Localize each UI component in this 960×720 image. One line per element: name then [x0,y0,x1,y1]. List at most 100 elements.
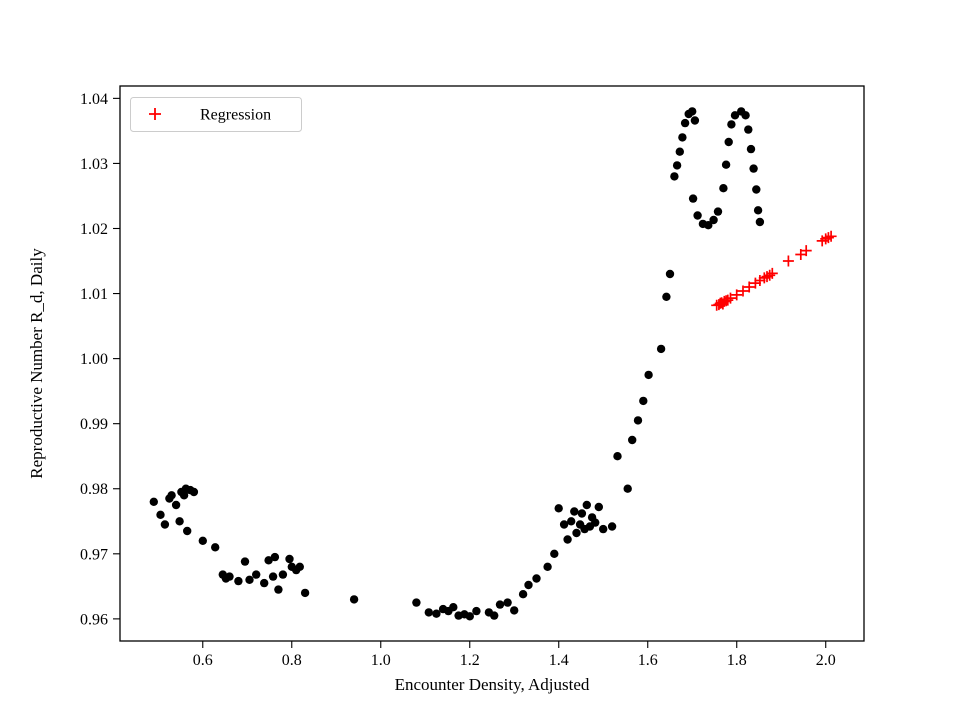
scatter-point [550,549,559,558]
scatter-point [183,526,192,536]
regression-point [764,269,776,281]
scatter-point [753,206,763,215]
scatter-point [724,137,733,147]
x-tick-label: 1.4 [549,652,569,669]
scatter-point [225,572,234,581]
y-tick-label: 1.04 [80,91,108,108]
scatter-point [639,396,648,406]
scatter-point [211,543,220,552]
scatter-point [613,452,622,461]
regression-point [743,281,755,293]
x-tick-label: 1.8 [727,652,747,669]
scatter-point [633,416,643,425]
scatter-point [189,487,199,497]
legend: Regression [130,97,302,132]
scatter-point [730,111,740,120]
legend-label: Regression [200,107,271,124]
scatter-point [245,575,254,584]
scatter-point [278,570,288,579]
regression-point [822,232,834,244]
scatter-point [656,344,666,354]
scatter-point [465,612,474,621]
scatter-point [570,507,579,516]
scatter-point [490,611,499,620]
scatter-point [741,111,750,120]
scatter-point [665,269,675,279]
scatter-point [349,595,359,604]
scatter-point [582,500,591,510]
regression-point [725,292,736,304]
y-tick-label: 1.02 [80,221,108,238]
regression-point [820,233,832,245]
regression-point [766,267,778,279]
scatter-point [175,517,184,526]
scatter-point [577,509,587,518]
scatter-point [623,484,632,493]
scatter-point [709,215,718,225]
scatter-point [563,535,572,544]
scatter-point [727,120,736,129]
scatter-point [270,552,280,562]
scatter-point [524,580,533,590]
regression-point [722,294,734,306]
y-tick-label: 0.99 [80,416,108,433]
legend-plus-icon [149,108,161,120]
x-tick-label: 1.6 [638,652,658,669]
scatter-point [662,292,671,301]
scatter-point [572,528,581,538]
scatter-point [755,217,765,227]
scatter-point [567,517,576,526]
y-tick-label: 0.97 [80,546,108,563]
x-tick-label: 1.2 [460,652,480,669]
scatter-point [713,207,723,216]
scatter-point [532,574,541,583]
scatter-point [749,164,758,173]
scatter-point [472,606,481,616]
y-tick-label: 0.98 [80,481,108,498]
y-tick-label: 1.01 [80,286,108,303]
legend-box [130,97,302,132]
scatter-point [672,161,682,170]
regression-point [825,230,837,242]
scatter-point [274,585,283,594]
y-axis-label: Reproductive Number R_d, Daily [27,248,46,479]
scatter-point [449,603,458,612]
scatter-point [688,194,698,203]
scatter-point [554,504,563,513]
axes-layer: 0.6 0.8 1.0 1.2 1.4 1.6 1.8 2.0 0.96 0.97 0.98 0.99… [80,85,865,669]
x-tick-label: 1.0 [371,652,391,669]
regression-point [782,255,794,267]
scatter-point [607,522,617,531]
scatter-point [704,221,713,230]
regression-point [758,272,770,284]
scatter-point [693,211,702,220]
scatter-point [179,491,189,500]
scatter-point [721,160,731,169]
scatter-point [495,600,505,609]
points-layer [149,107,837,621]
scatter-point [295,562,304,571]
scatter-point [167,491,176,500]
axes-frame [119,85,865,642]
scatter-point [285,554,294,564]
scatter-point [510,606,519,615]
scatter-point [234,576,243,586]
scatter-point [543,562,552,571]
scatter-point [559,520,569,529]
x-tick-label: 2.0 [816,652,836,669]
scatter-point [719,184,728,193]
scatter-point [628,435,637,445]
scatter-point [268,572,278,581]
scatter-point [690,116,700,125]
scatter-point [171,500,181,510]
scatter-point [752,185,761,194]
scatter-point [688,107,697,116]
scatter-point [424,608,433,617]
scatter-point [644,370,653,380]
scatter-point [599,524,608,534]
regression-point [800,245,812,257]
y-tick-label: 1.03 [80,156,108,173]
scatter-point [252,570,261,579]
